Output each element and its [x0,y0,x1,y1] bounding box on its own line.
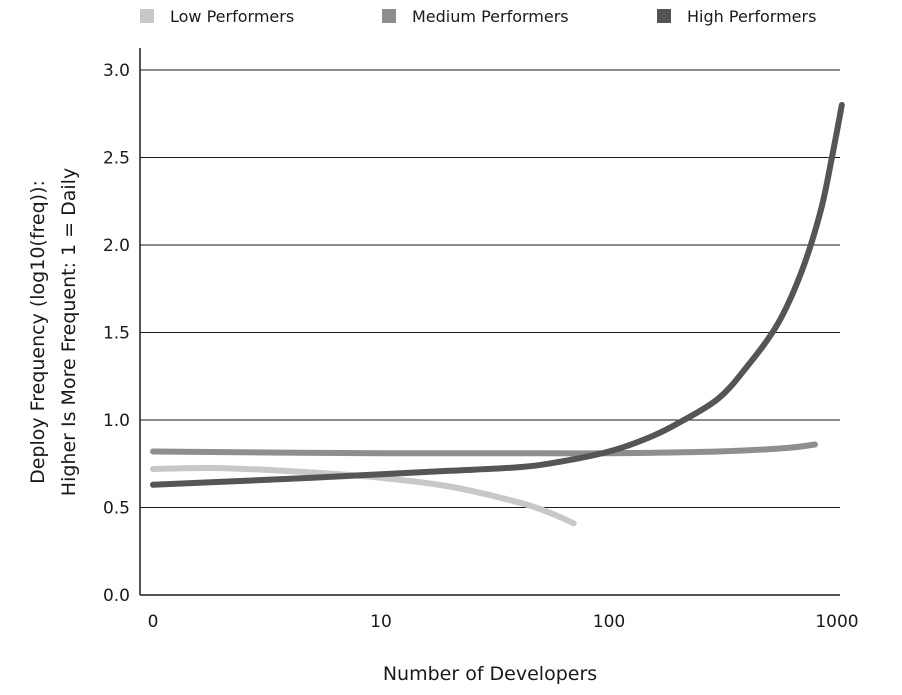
x-tick-label: 100 [593,612,625,632]
series-line-medium-performers [150,441,818,457]
axis-titles: Number of Developers Deploy Frequency (lo… [27,168,597,685]
y-tick-label: 2.0 [103,236,130,256]
legend-swatch-high-performers [657,9,671,23]
y-tick-label: 0.0 [103,586,130,606]
x-tick-label: 10 [370,612,392,632]
y-axis-title: Deploy Frequency (log10(freq)): Higher Is… [27,168,80,496]
x-tick-label: 0 [148,612,159,632]
legend-label-high-performers: High Performers [687,7,816,26]
y-axis-title-line: Deploy Frequency (log10(freq)): [27,180,49,484]
y-tick-label: 1.5 [103,324,130,344]
legend-label-medium-performers: Medium Performers [412,7,569,26]
y-axis-title-line: Higher Is More Frequent: 1 = Daily [58,168,80,496]
legend-swatch-low-performers [140,9,154,23]
y-tick-label: 0.5 [103,499,130,519]
y-tick-label: 1.0 [103,411,130,431]
x-tick-label: 1000 [815,612,858,632]
axes [139,48,840,596]
legend-label-low-performers: Low Performers [170,7,294,26]
legend: Low Performers Medium Performers High Perf… [140,7,816,26]
series-line-high-performers [150,102,845,488]
series-lines [150,102,845,527]
gridlines [140,69,840,508]
legend-swatch-medium-performers [382,9,396,23]
x-axis-title: Number of Developers [383,663,597,685]
y-tick-label: 2.5 [103,149,130,169]
series-line-low-performers [150,464,577,527]
y-tick-label: 3.0 [103,61,130,81]
tick-labels: 0.0 0.5 1.0 1.5 2.0 2.5 3.0 0 10 100 1000 [103,61,859,632]
